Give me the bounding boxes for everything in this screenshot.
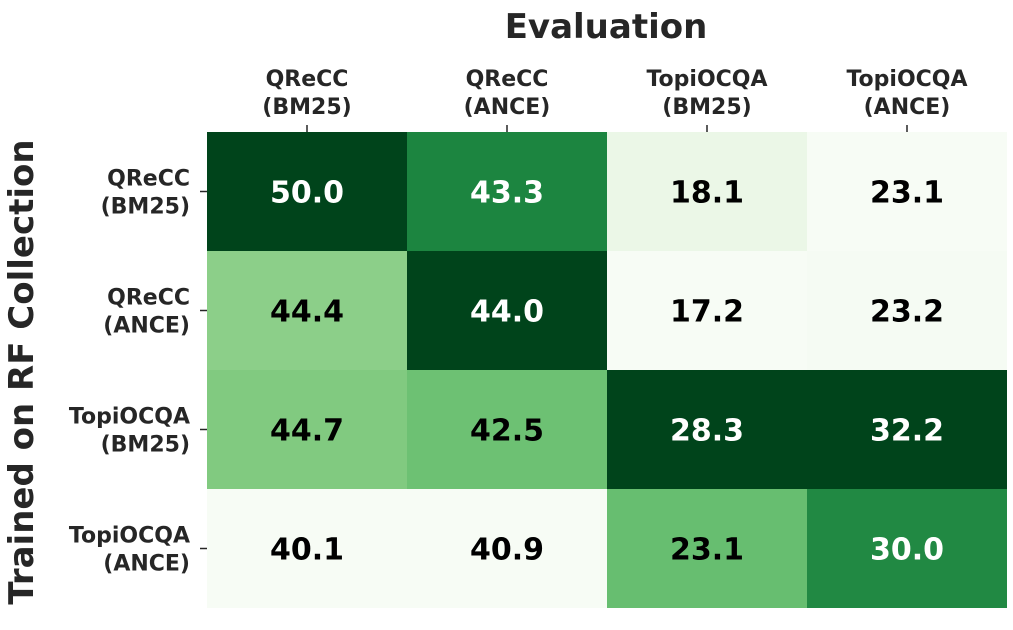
row-label-1-line-2: (BM25) <box>101 195 190 220</box>
column-label-2-line-1: QReCC <box>466 67 549 92</box>
cell-value-r4-c2: 40.9 <box>470 533 544 568</box>
cell-value-r2-c4: 23.2 <box>870 295 944 330</box>
cell-value-r3-c3: 28.3 <box>670 414 744 449</box>
column-label-1-line-1: QReCC <box>266 67 349 92</box>
heatmap-cell-r2-c4 <box>807 251 1007 370</box>
row-tick-labels: QReCC (BM25) QReCC (ANCE) TopiOCQA (BM25) Topi… <box>69 167 207 577</box>
column-label-3-line-2: (BM25) <box>662 95 751 120</box>
heatmap-cell-r3-c4 <box>807 370 1007 489</box>
heatmap-cell-r3-c1 <box>207 370 407 489</box>
heatmap-cell-r4-c2 <box>407 489 607 608</box>
heatmap-cell-r3-c2 <box>407 370 607 489</box>
heatmap-cell-r2-c1 <box>207 251 407 370</box>
row-label-4-line-1: TopiOCQA <box>69 524 190 549</box>
heatmap-cell-r1-c2 <box>407 132 607 251</box>
column-label-2-line-2: (ANCE) <box>464 95 551 120</box>
cell-value-r2-c2: 44.0 <box>470 295 544 330</box>
cell-value-r3-c2: 42.5 <box>470 414 544 449</box>
heatmap-cell-r1-c1 <box>207 132 407 251</box>
cell-value-r1-c1: 50.0 <box>270 176 344 211</box>
cell-value-r3-c4: 32.2 <box>870 414 944 449</box>
heatmap-cell-r4-c4 <box>807 489 1007 608</box>
row-label-1-line-1: QReCC <box>107 167 190 192</box>
heatmap-cell-r3-c3 <box>607 370 807 489</box>
heatmap-cell-r2-c2 <box>407 251 607 370</box>
heatmap-cell-r4-c1 <box>207 489 407 608</box>
cell-value-r3-c1: 44.7 <box>270 414 344 449</box>
row-label-4-line-2: (ANCE) <box>103 552 190 577</box>
heatmap-cells <box>207 132 1007 608</box>
row-label-2-line-2: (ANCE) <box>103 314 190 339</box>
heatmap-cell-r2-c3 <box>607 251 807 370</box>
column-label-1-line-2: (BM25) <box>262 95 351 120</box>
row-label-3-line-2: (BM25) <box>101 433 190 458</box>
cell-value-labels: 50.0 43.3 18.1 23.1 44.4 44.0 17.2 23.2 44.7 42.5… <box>270 176 944 568</box>
cell-value-r4-c1: 40.1 <box>270 533 344 568</box>
heatmap-cell-r1-c3 <box>607 132 807 251</box>
column-label-4-line-1: TopiOCQA <box>846 67 967 92</box>
column-tick-labels: QReCC (BM25) QReCC (ANCE) TopiOCQA (BM25) Topi… <box>262 67 968 132</box>
heatmap-cell-r4-c3 <box>607 489 807 608</box>
cell-value-r1-c4: 23.1 <box>870 176 944 211</box>
cell-value-r2-c3: 17.2 <box>670 295 744 330</box>
row-label-3-line-1: TopiOCQA <box>69 405 190 430</box>
cell-value-r4-c3: 23.1 <box>670 533 744 568</box>
column-label-3-line-1: TopiOCQA <box>646 67 767 92</box>
cell-value-r4-c4: 30.0 <box>870 533 944 568</box>
heatmap-cell-r1-c4 <box>807 132 1007 251</box>
chart-title: Evaluation <box>505 7 708 47</box>
row-label-2-line-1: QReCC <box>107 286 190 311</box>
cell-value-r2-c1: 44.4 <box>270 295 344 330</box>
y-axis-label: Trained on RF Collection <box>2 139 42 604</box>
cell-value-r1-c3: 18.1 <box>670 176 744 211</box>
column-label-4-line-2: (ANCE) <box>864 95 951 120</box>
cell-value-r1-c2: 43.3 <box>470 176 544 211</box>
